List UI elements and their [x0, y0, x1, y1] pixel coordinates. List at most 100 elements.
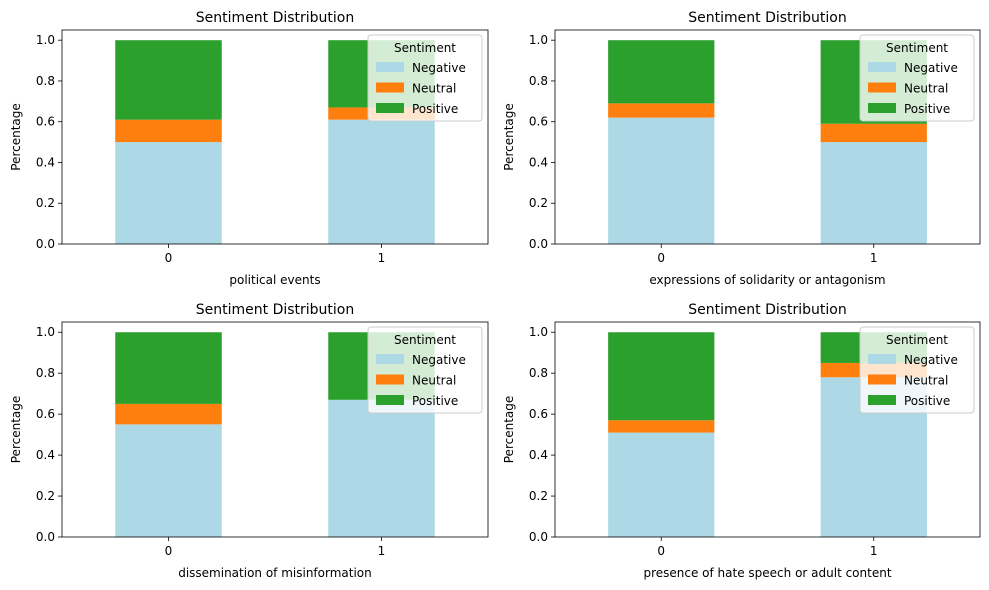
- bar-neutral-0: [608, 420, 715, 433]
- y-tick-label: 0.6: [36, 115, 55, 129]
- bar-negative-1: [328, 399, 435, 537]
- y-tick-label: 0.6: [529, 115, 548, 129]
- chart-panel-4: 0.0 0.2 0.4 0.6 0.8 1.0 0 1 Sentiment Distributi…: [502, 302, 981, 580]
- legend-swatch-negative: [376, 354, 404, 364]
- chart-title: Sentiment Distribution: [196, 10, 355, 26]
- legend-label-neutral: Neutral: [904, 374, 948, 388]
- chart-title: Sentiment Distribution: [196, 302, 355, 318]
- x-tick-label: 0: [165, 544, 173, 558]
- y-tick-label: 0.8: [36, 366, 55, 380]
- y-axis-label: Percentage: [9, 396, 23, 464]
- bar-negative-0: [115, 424, 222, 537]
- legend-swatch-negative: [868, 62, 896, 72]
- x-tick-label: 1: [378, 544, 386, 558]
- bar-positive-0: [115, 40, 222, 120]
- legend-label-positive: Positive: [904, 394, 950, 408]
- y-tick-label: 0.0: [36, 237, 55, 251]
- legend-box: [859, 326, 975, 414]
- bar-neutral-1: [820, 123, 927, 143]
- bar-positive-0: [115, 332, 222, 404]
- axes-frame: [554, 29, 981, 245]
- y-tick-label: 0.8: [529, 366, 548, 380]
- x-tick-label: 1: [378, 251, 386, 265]
- legend-swatch-positive: [376, 395, 404, 405]
- legend-swatch-neutral: [376, 374, 404, 385]
- y-axis-label: Percentage: [502, 103, 516, 171]
- y-tick-label: 0.0: [36, 530, 55, 544]
- legend: Sentiment Negative Neutral Positive: [859, 326, 975, 414]
- bar-negative-0: [608, 117, 715, 244]
- legend-swatch-neutral: [868, 374, 896, 385]
- legend-label-neutral: Neutral: [412, 374, 456, 388]
- y-tick-label: 0.0: [529, 530, 548, 544]
- x-axis-label: dissemination of misinformation: [178, 566, 372, 580]
- legend-swatch-neutral: [376, 82, 404, 93]
- y-tick-label: 1.0: [36, 33, 55, 47]
- x-tick-label: 0: [165, 251, 173, 265]
- y-tick-label: 1.0: [529, 33, 548, 47]
- chart-panel-1: 0.0 0.2 0.4 0.6 0.8 1.0 0 1 Sentiment Distributi…: [9, 10, 489, 287]
- y-tick-label: 0.8: [529, 74, 548, 88]
- legend-label-neutral: Neutral: [904, 82, 948, 96]
- x-tick-label: 1: [870, 251, 878, 265]
- bar-neutral-0: [115, 119, 222, 143]
- x-axis-label: political events: [229, 273, 320, 287]
- y-tick-label: 0.4: [36, 448, 55, 462]
- y-tick-label: 1.0: [36, 325, 55, 339]
- axes-frame: [554, 321, 981, 538]
- y-tick-label: 0.4: [529, 448, 548, 462]
- y-tick-label: 0.2: [36, 489, 55, 503]
- y-axis-label: Percentage: [9, 103, 23, 171]
- chart-panel-3: 0.0 0.2 0.4 0.6 0.8 1.0 0 1 Sentiment Distributi…: [9, 302, 489, 580]
- y-tick-label: 0.2: [36, 196, 55, 210]
- axes-frame: [61, 321, 489, 538]
- bar-positive-0: [608, 40, 715, 104]
- x-axis-label: presence of hate speech or adult content: [643, 566, 891, 580]
- legend-title: Sentiment: [394, 333, 456, 347]
- legend-swatch-negative: [868, 354, 896, 364]
- x-axis-label: expressions of solidarity or antagonism: [649, 273, 885, 287]
- legend-box: [367, 34, 483, 122]
- legend: Sentiment Negative Neutral Positive: [367, 326, 483, 414]
- axes-frame: [61, 29, 489, 245]
- bar-negative-0: [608, 432, 715, 537]
- legend-title: Sentiment: [886, 41, 948, 55]
- chart-panel-2: 0.0 0.2 0.4 0.6 0.8 1.0 0 1 Sentiment Distributi…: [502, 10, 981, 287]
- legend-box: [859, 34, 975, 122]
- legend-label-positive: Positive: [412, 102, 458, 116]
- legend-label-negative: Negative: [904, 353, 958, 367]
- legend-label-positive: Positive: [412, 394, 458, 408]
- x-tick-label: 1: [870, 544, 878, 558]
- bar-negative-1: [328, 119, 435, 244]
- bar-positive-0: [608, 332, 715, 421]
- legend-label-negative: Negative: [904, 61, 958, 75]
- x-tick-label: 0: [657, 251, 665, 265]
- y-tick-label: 0.6: [529, 407, 548, 421]
- legend-label-positive: Positive: [904, 102, 950, 116]
- legend-swatch-negative: [376, 62, 404, 72]
- x-tick-label: 0: [657, 544, 665, 558]
- y-tick-label: 0.0: [529, 237, 548, 251]
- y-tick-label: 0.8: [36, 74, 55, 88]
- legend-swatch-positive: [868, 103, 896, 113]
- y-tick-label: 0.2: [529, 196, 548, 210]
- bar-neutral-0: [608, 103, 715, 118]
- legend-label-negative: Negative: [412, 353, 466, 367]
- y-tick-label: 0.6: [36, 407, 55, 421]
- legend-title: Sentiment: [394, 41, 456, 55]
- legend-title: Sentiment: [886, 333, 948, 347]
- bar-negative-1: [820, 142, 927, 244]
- chart-title: Sentiment Distribution: [688, 302, 847, 318]
- y-tick-label: 0.4: [529, 155, 548, 169]
- chart-title: Sentiment Distribution: [688, 10, 847, 26]
- legend: Sentiment Negative Neutral Positive: [859, 34, 975, 122]
- legend-label-negative: Negative: [412, 61, 466, 75]
- y-tick-label: 0.4: [36, 155, 55, 169]
- legend-swatch-positive: [868, 395, 896, 405]
- y-axis-label: Percentage: [502, 396, 516, 464]
- y-tick-label: 1.0: [529, 325, 548, 339]
- bar-neutral-0: [115, 403, 222, 425]
- y-tick-label: 0.2: [529, 489, 548, 503]
- legend-box: [367, 326, 483, 414]
